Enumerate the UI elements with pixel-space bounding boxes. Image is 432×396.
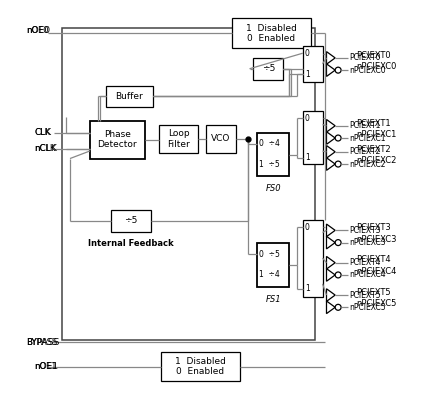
Polygon shape xyxy=(327,289,335,301)
Text: 0: 0 xyxy=(305,114,310,123)
Bar xyxy=(105,86,153,107)
Text: nPCIEXC5: nPCIEXC5 xyxy=(356,299,397,308)
Text: PCIEXT1: PCIEXT1 xyxy=(356,118,391,128)
Text: ÷5: ÷5 xyxy=(262,64,275,73)
Text: PCIEXT0: PCIEXT0 xyxy=(349,53,381,63)
Polygon shape xyxy=(327,158,335,170)
Text: PCIEXT1: PCIEXT1 xyxy=(349,121,381,130)
Text: PCIEXT2: PCIEXT2 xyxy=(349,147,381,156)
Text: nPCIEXC3: nPCIEXC3 xyxy=(349,238,386,247)
Circle shape xyxy=(335,272,341,278)
Text: BYPASS: BYPASS xyxy=(27,337,58,346)
Text: 1  ÷5: 1 ÷5 xyxy=(259,160,280,169)
Text: PCIEXT5: PCIEXT5 xyxy=(349,291,381,300)
Text: 1  Disabled
0  Enabled: 1 Disabled 0 Enabled xyxy=(175,357,226,376)
Bar xyxy=(257,133,289,176)
Text: nPCIEXC1: nPCIEXC1 xyxy=(356,130,397,139)
Bar xyxy=(257,244,289,287)
Text: nCLK: nCLK xyxy=(35,144,56,153)
Text: 1: 1 xyxy=(305,70,310,79)
Text: Loop
Filter: Loop Filter xyxy=(167,129,190,148)
Text: nOE1: nOE1 xyxy=(35,362,57,371)
Text: Buffer: Buffer xyxy=(115,92,143,101)
Text: CLK: CLK xyxy=(35,128,51,137)
Text: nCLK: nCLK xyxy=(35,144,57,153)
Text: PCIEXT3: PCIEXT3 xyxy=(349,226,381,235)
Text: 0  ÷4: 0 ÷4 xyxy=(259,139,280,148)
Text: nPCIEXC1: nPCIEXC1 xyxy=(349,133,386,143)
Bar xyxy=(303,46,323,82)
Text: nOE1: nOE1 xyxy=(35,362,59,371)
Circle shape xyxy=(335,240,341,246)
Polygon shape xyxy=(327,64,335,76)
Bar xyxy=(206,125,236,152)
Text: Phase
Detector: Phase Detector xyxy=(98,130,137,150)
Polygon shape xyxy=(327,145,335,158)
Polygon shape xyxy=(327,120,335,132)
Text: BYPASS: BYPASS xyxy=(27,337,60,346)
Bar xyxy=(90,121,145,158)
Text: FS1: FS1 xyxy=(265,295,281,304)
Circle shape xyxy=(335,161,341,167)
Polygon shape xyxy=(327,132,335,144)
Text: ÷5: ÷5 xyxy=(124,216,138,225)
Text: 1: 1 xyxy=(305,153,310,162)
Polygon shape xyxy=(327,224,335,237)
Text: nPCIEXC4: nPCIEXC4 xyxy=(349,270,386,280)
Text: nOE0: nOE0 xyxy=(27,26,51,35)
Text: nPCIEXC0: nPCIEXC0 xyxy=(356,62,397,71)
Polygon shape xyxy=(327,301,335,314)
Bar xyxy=(303,111,323,164)
Text: 0: 0 xyxy=(305,223,310,232)
Circle shape xyxy=(335,67,341,73)
Text: CLK: CLK xyxy=(35,128,51,137)
Text: PCIEXT3: PCIEXT3 xyxy=(356,223,391,232)
Bar xyxy=(62,29,314,340)
Text: PCIEXT4: PCIEXT4 xyxy=(349,258,381,267)
Bar xyxy=(159,125,198,152)
Text: nPCIEXC4: nPCIEXC4 xyxy=(356,267,397,276)
Text: nPCIEXC0: nPCIEXC0 xyxy=(349,66,386,75)
Bar xyxy=(303,220,323,297)
Text: nPCIEXC2: nPCIEXC2 xyxy=(349,160,386,169)
Text: nPCIEXC5: nPCIEXC5 xyxy=(349,303,386,312)
Circle shape xyxy=(335,135,341,141)
Bar xyxy=(111,210,151,232)
Polygon shape xyxy=(327,236,335,249)
Bar xyxy=(232,19,311,48)
Text: 1  ÷4: 1 ÷4 xyxy=(259,270,280,279)
Text: PCIEXT2: PCIEXT2 xyxy=(356,145,391,154)
Text: FS0: FS0 xyxy=(265,184,281,193)
Polygon shape xyxy=(327,51,335,64)
Bar xyxy=(254,58,283,80)
Text: PCIEXT0: PCIEXT0 xyxy=(356,51,391,60)
Text: Internal Feedback: Internal Feedback xyxy=(89,240,174,248)
Text: 1: 1 xyxy=(305,284,310,293)
Polygon shape xyxy=(327,268,335,281)
Text: nOE0: nOE0 xyxy=(27,26,49,35)
Text: nPCIEXC3: nPCIEXC3 xyxy=(356,234,397,244)
Text: PCIEXT5: PCIEXT5 xyxy=(356,288,391,297)
Text: nPCIEXC2: nPCIEXC2 xyxy=(356,156,397,165)
Circle shape xyxy=(335,305,341,310)
Bar xyxy=(161,352,240,381)
Text: 1  Disabled
0  Enabled: 1 Disabled 0 Enabled xyxy=(246,23,297,43)
Text: PCIEXT4: PCIEXT4 xyxy=(356,255,391,265)
Text: 0: 0 xyxy=(305,49,310,58)
Text: 0  ÷5: 0 ÷5 xyxy=(259,250,280,259)
Text: VCO: VCO xyxy=(211,134,231,143)
Polygon shape xyxy=(327,256,335,269)
